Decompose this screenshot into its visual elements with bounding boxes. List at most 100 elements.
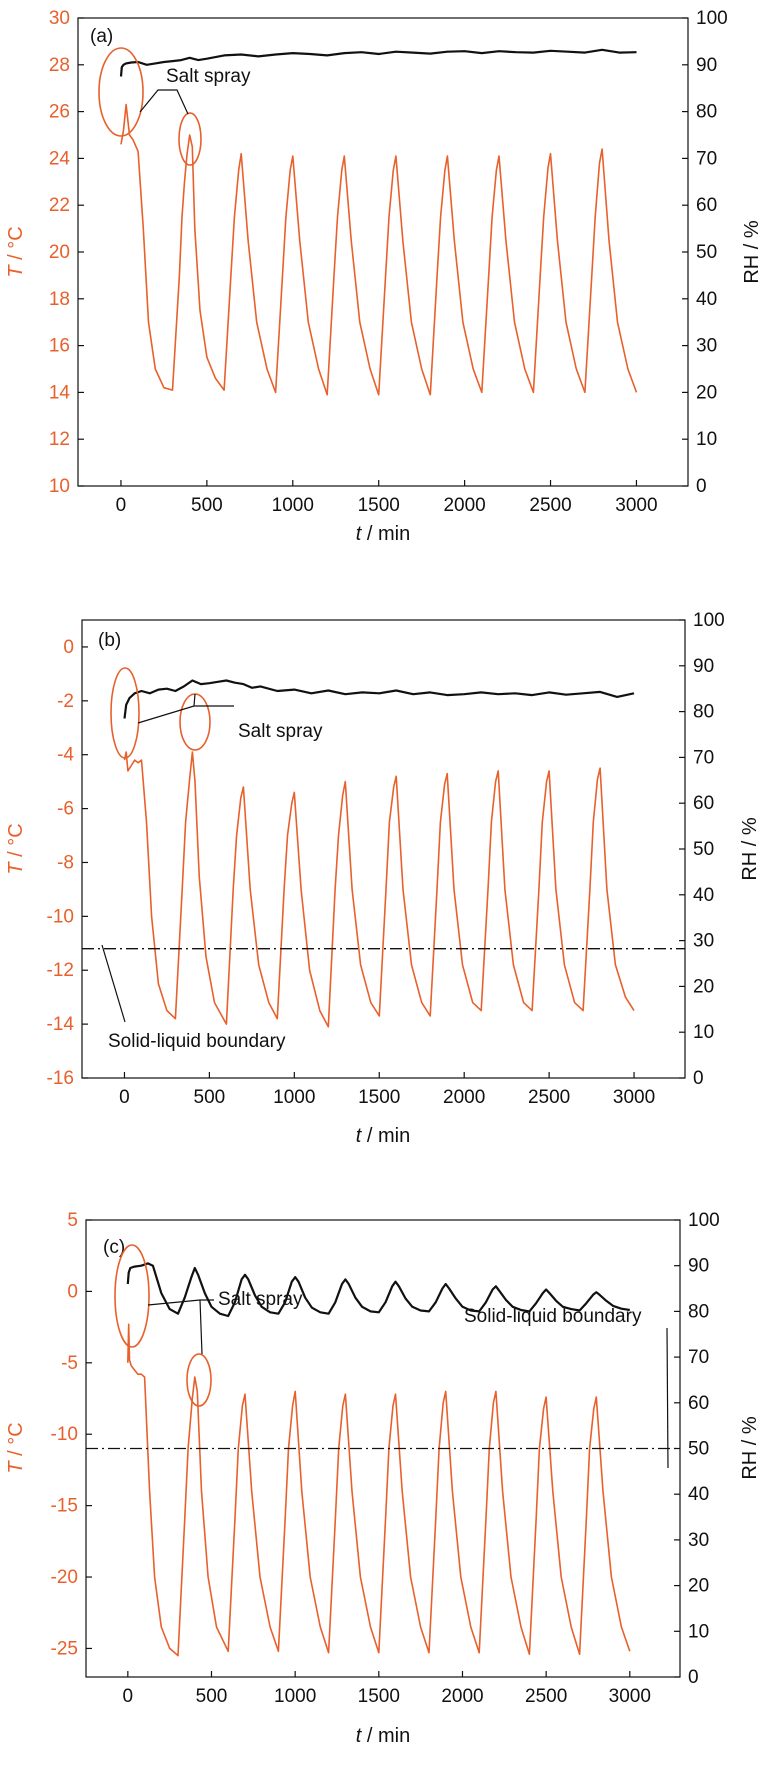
x-tick-group: 0 500 1000 1500 2000 2500 3000 bbox=[123, 1671, 651, 1707]
left-tick-label: 14 bbox=[49, 382, 71, 403]
temperature-series-line bbox=[120, 103, 638, 396]
x-tick-label: 0 bbox=[116, 495, 127, 516]
left-tick-label: -10 bbox=[47, 906, 74, 927]
x-tick-label: 0 bbox=[123, 1686, 134, 1707]
left-tick-label: -4 bbox=[57, 745, 74, 766]
right-tick-label: 80 bbox=[693, 702, 714, 723]
solid-liquid-annotation: Solid-liquid boundary bbox=[101, 944, 286, 1052]
x-tick-label: 500 bbox=[194, 1087, 226, 1108]
left-tick-label: 20 bbox=[49, 242, 70, 263]
x-tick-group: 0 500 1000 1500 2000 2500 3000 bbox=[119, 1072, 655, 1108]
x-tick-label: 2000 bbox=[443, 1087, 485, 1108]
left-tick-label: 5 bbox=[67, 1210, 78, 1231]
left-tick-label: -12 bbox=[47, 960, 74, 981]
right-tick-label: 70 bbox=[693, 747, 714, 768]
right-tick-label: 90 bbox=[693, 656, 714, 677]
right-tick-label: 100 bbox=[688, 1210, 720, 1231]
salt-spray-leader bbox=[139, 89, 189, 115]
rh-series-line bbox=[119, 48, 637, 77]
right-tick-label: 30 bbox=[696, 336, 717, 357]
x-tick-label: 1000 bbox=[274, 1686, 316, 1707]
left-axis-title: T / °C bbox=[5, 823, 27, 874]
right-tick-group: 0 10 20 30 40 50 60 70 80 90 100 bbox=[679, 610, 725, 1089]
salt-spray-label: Salt spray bbox=[218, 1289, 303, 1310]
left-tick-label: 22 bbox=[49, 195, 70, 216]
right-tick-label: 60 bbox=[688, 1393, 709, 1414]
temperature-series-line bbox=[127, 1323, 631, 1657]
right-tick-label: 20 bbox=[693, 976, 714, 997]
left-axis-title: T / °C bbox=[5, 226, 27, 277]
right-tick-label: 50 bbox=[688, 1439, 709, 1460]
x-tick-label: 500 bbox=[196, 1686, 228, 1707]
right-tick-label: 0 bbox=[688, 1667, 699, 1688]
left-tick-label: -6 bbox=[57, 799, 74, 820]
left-tick-label: -20 bbox=[51, 1567, 78, 1588]
panel-label: (c) bbox=[103, 1237, 125, 1258]
right-tick-label: 70 bbox=[696, 148, 717, 169]
x-tick-label: 1500 bbox=[358, 1087, 400, 1108]
salt-spray-leader-2 bbox=[199, 1299, 203, 1355]
solid-liquid-annotation: Solid-liquid boundary bbox=[464, 1306, 669, 1469]
x-tick-label: 2000 bbox=[441, 1686, 483, 1707]
right-tick-label: 10 bbox=[696, 429, 717, 450]
salt-spray-circle-2 bbox=[186, 1353, 212, 1407]
right-tick-group: 0 10 20 30 40 50 60 70 80 90 100 bbox=[674, 1210, 720, 1688]
x-tick-label: 3000 bbox=[609, 1686, 651, 1707]
right-tick-label: 30 bbox=[688, 1530, 709, 1551]
left-tick-label: 0 bbox=[63, 637, 74, 658]
salt-spray-circle-2 bbox=[178, 112, 202, 166]
rh-series-line bbox=[123, 679, 635, 719]
right-axis-title: RH / % bbox=[741, 220, 763, 284]
left-tick-label: -15 bbox=[51, 1496, 78, 1517]
right-tick-label: 60 bbox=[693, 793, 714, 814]
left-tick-label: -16 bbox=[47, 1068, 74, 1089]
left-axis-title: T / °C bbox=[5, 1422, 27, 1473]
right-tick-label: 40 bbox=[696, 289, 717, 310]
x-tick-label: 3000 bbox=[613, 1087, 655, 1108]
left-tick-label: 24 bbox=[49, 148, 71, 169]
left-tick-label: 26 bbox=[49, 102, 70, 123]
left-tick-label: -5 bbox=[61, 1353, 78, 1374]
panel-label: (a) bbox=[90, 26, 113, 47]
right-tick-group: 0 10 20 30 40 50 60 70 80 90 100 bbox=[682, 8, 728, 497]
right-tick-label: 50 bbox=[696, 242, 717, 263]
x-tick-label: 3000 bbox=[615, 495, 657, 516]
right-tick-label: 30 bbox=[693, 931, 714, 952]
solid-liquid-label: Solid-liquid boundary bbox=[108, 1031, 286, 1052]
x-tick-label: 1000 bbox=[273, 1087, 315, 1108]
salt-spray-circle-1 bbox=[110, 667, 140, 759]
left-tick-label: 30 bbox=[49, 8, 70, 29]
series-layer bbox=[86, 1262, 680, 1657]
left-tick-label: 12 bbox=[49, 429, 70, 450]
x-axis-title: t / min bbox=[356, 523, 410, 545]
salt-spray-circle-1 bbox=[98, 47, 144, 137]
x-tick-label: 2000 bbox=[443, 495, 485, 516]
x-tick-label: 0 bbox=[119, 1087, 130, 1108]
panel-a: 10 12 14 16 18 20 22 24 26 28 30 0 10 20 30 40 50 60 70 80… bbox=[5, 8, 763, 545]
right-tick-label: 70 bbox=[688, 1347, 709, 1368]
salt-spray-circle-2 bbox=[179, 693, 211, 751]
salt-spray-label: Salt spray bbox=[166, 66, 251, 87]
rh-series-line bbox=[126, 1262, 630, 1318]
left-tick-label: 16 bbox=[49, 336, 70, 357]
panel-c: -25-20-15-10-505 0102030405060708090100 … bbox=[5, 1210, 761, 1747]
right-tick-label: 0 bbox=[696, 476, 707, 497]
x-tick-label: 1500 bbox=[358, 1686, 400, 1707]
x-tick-label: 2500 bbox=[528, 1087, 570, 1108]
left-tick-label: -10 bbox=[51, 1424, 78, 1445]
right-tick-label: 20 bbox=[696, 382, 717, 403]
salt-spray-annotation: Salt spray bbox=[114, 1244, 303, 1407]
panel-label: (b) bbox=[98, 630, 121, 651]
x-axis-title: t / min bbox=[356, 1725, 410, 1747]
right-tick-label: 40 bbox=[693, 885, 714, 906]
right-tick-label: 90 bbox=[688, 1256, 709, 1277]
salt-spray-annotation: Salt spray bbox=[98, 47, 251, 166]
salt-spray-label: Salt spray bbox=[238, 721, 323, 742]
series-layer bbox=[119, 48, 638, 396]
solid-liquid-leader bbox=[101, 944, 126, 1023]
left-tick-label: 28 bbox=[49, 55, 70, 76]
left-tick-label: 18 bbox=[49, 289, 70, 310]
right-tick-label: 100 bbox=[693, 610, 725, 631]
right-tick-label: 80 bbox=[696, 102, 717, 123]
